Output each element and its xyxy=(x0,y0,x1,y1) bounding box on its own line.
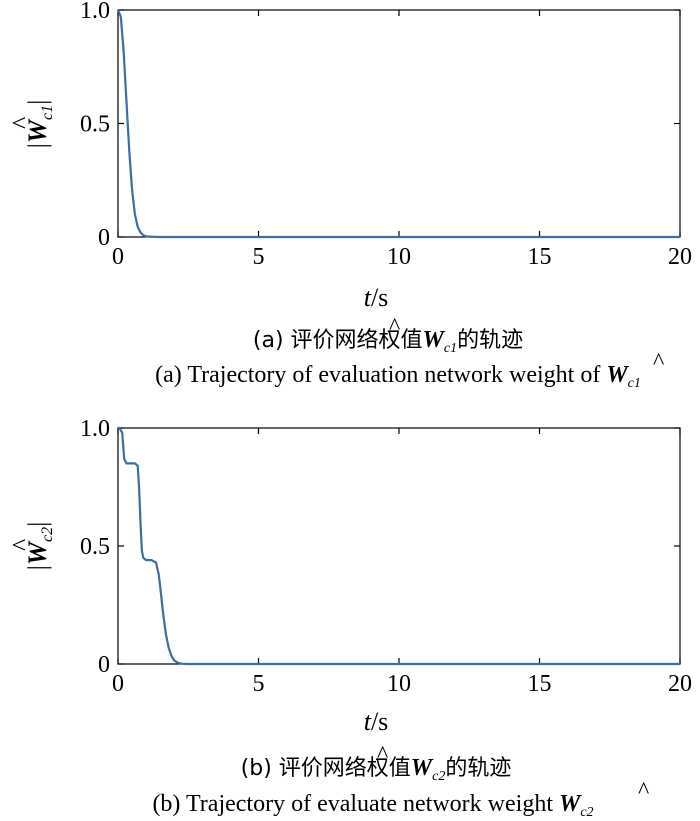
series-line-b-0 xyxy=(118,426,680,666)
series-line-a-0 xyxy=(116,9,680,239)
x-tick-label-b-0: 0 xyxy=(112,671,124,697)
xlabel-b: t/s xyxy=(364,707,389,736)
y-tick-label-b-0: 0 xyxy=(98,652,110,678)
plot-frame-b xyxy=(117,427,681,665)
ticks-a: 0 5 10 15 20 0 0.5 1.0 xyxy=(80,0,692,270)
ticks-b: 0 5 10 15 20 0 0.5 1.0 xyxy=(80,416,692,697)
caption-en-b: (b) Trajectory of evaluate network weigh… xyxy=(152,791,593,820)
x-tick-label-a-3: 15 xyxy=(528,244,552,270)
ylabel-a: |Wc1| xyxy=(23,100,56,149)
caption-en-hat-a: ^ xyxy=(653,349,664,375)
caption-cn-b: (b) 评价网络权值Wc2的轨迹 xyxy=(241,755,512,784)
x-tick-label-b-3: 15 xyxy=(528,671,552,697)
caption-en-a: (a) Trajectory of evaluation network wei… xyxy=(155,362,641,391)
x-tick-label-a-1: 5 xyxy=(253,244,265,270)
y-tick-label-a-1: 0.5 xyxy=(80,112,110,138)
caption-cn-hat-b: ^ xyxy=(377,742,388,768)
x-tick-label-b-4: 20 xyxy=(668,671,692,697)
xlabel-a: t/s xyxy=(364,283,389,312)
x-tick-label-b-2: 10 xyxy=(387,671,411,697)
y-tick-label-a-0: 0 xyxy=(98,225,110,251)
caption-en-hat-b: ^ xyxy=(638,778,649,804)
x-tick-label-b-1: 5 xyxy=(253,671,265,697)
caption-cn-hat-a: ^ xyxy=(389,314,400,340)
y-tick-label-b-1: 0.5 xyxy=(80,534,110,560)
caption-cn-a: (a) 评价网络权值Wc1的轨迹 xyxy=(253,327,523,356)
x-tick-label-a-0: 0 xyxy=(112,244,124,270)
y-tick-label-b-2: 1.0 xyxy=(80,416,110,442)
ylabel-hat-b: ^ xyxy=(7,539,36,551)
plot-frame-a xyxy=(117,9,681,238)
ylabel-hat-a: ^ xyxy=(7,117,36,129)
ylabel-b: |Wc2| xyxy=(23,522,56,571)
chart-a: 0 5 10 15 20 0 0.5 1.0 |Wc1| ^ t/s (a) 评价网络权值Wc… xyxy=(7,0,692,391)
x-tick-label-a-4: 20 xyxy=(668,244,692,270)
y-tick-label-a-2: 1.0 xyxy=(80,0,110,24)
x-tick-label-a-2: 10 xyxy=(387,244,411,270)
chart-b: 0 5 10 15 20 0 0.5 1.0 |Wc2| ^ t/s (b) 评价网络权值Wc… xyxy=(7,416,692,820)
